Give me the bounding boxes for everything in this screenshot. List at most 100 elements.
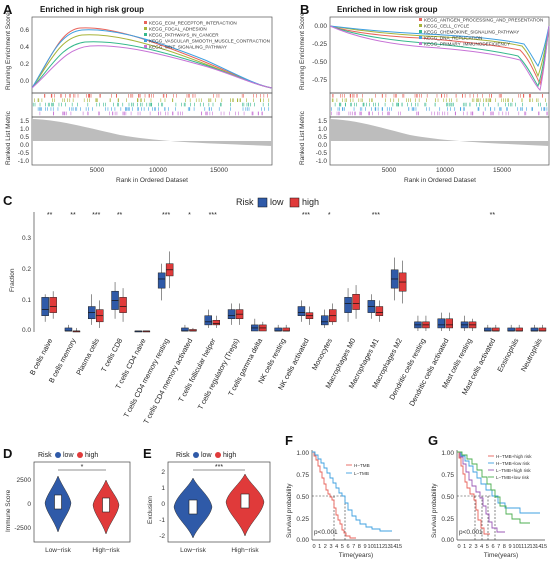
panel-g-curve-ltmb-high — [457, 451, 505, 533]
box — [321, 315, 329, 326]
panel-c-legend-title: Risk — [236, 197, 254, 207]
box — [530, 327, 539, 332]
panel-d: D Risk low high * 2500 0 -2500 Immune Sc… — [3, 446, 131, 554]
panel-g-legend-entry: H−TMB+high risk — [496, 454, 532, 459]
panel-g-curve-ltmb-low — [457, 451, 530, 524]
panel-e-legend-low: low — [201, 452, 212, 459]
panel-f: F 1.00 0.75 0.50 0.25 0.00 Survival prob… — [285, 433, 402, 559]
panel-a-ylabel-top: Running Enrichment Score — [5, 12, 12, 90]
panel-g-ytick: 0.75 — [441, 472, 454, 479]
km-xtick: 6 — [491, 544, 494, 550]
panel-f-xticks: 0 1 2 3 4 5 6 7 8 9 10 11 12 13 14 15 — [312, 544, 402, 550]
box — [352, 294, 360, 310]
box — [157, 272, 166, 289]
panel-f-ytick: 1.00 — [296, 450, 309, 457]
km-xtick: 0 — [457, 544, 460, 550]
legend-entry: KEGG_ANTIGEN_PROCESSING_AND_PRESENTATION — [424, 17, 543, 22]
legend-swatch — [419, 24, 422, 27]
category-label: Eosinophils — [495, 336, 520, 373]
panel-b-xtick: 15000 — [493, 167, 511, 174]
panel-e-ytick: 1 — [161, 485, 165, 492]
box — [515, 327, 523, 332]
panel-g-ytick: 0.00 — [441, 537, 454, 544]
panel-b-curve-chemokine — [329, 25, 550, 88]
km-xtick: 8 — [503, 544, 506, 550]
km-xtick: 1 — [318, 544, 321, 550]
panel-b-curve-immuno — [329, 25, 550, 91]
legend-entry: KEGG_FOCAL_ADHESION — [149, 26, 207, 31]
significance-mark: *** — [162, 212, 170, 219]
panel-c-legend-low: low — [270, 197, 284, 207]
panel-f-pvalue: p<0.001 — [314, 529, 338, 536]
significance-mark: ** — [117, 212, 123, 219]
panel-a-ylabel-bottom: Ranked List Metric — [5, 110, 12, 165]
significance-mark: *** — [372, 212, 380, 219]
panel-e-ytick: -1 — [159, 517, 165, 524]
km-xtick: 8 — [358, 544, 361, 550]
panel-label-b: B — [300, 2, 309, 17]
significance-mark: * — [328, 212, 331, 219]
panel-g-curve-htmb-low — [457, 451, 540, 514]
panel-f-legend-entry: H−TMB — [354, 463, 370, 468]
panel-d-xtick: Low−risk — [45, 547, 72, 554]
km-xtick: 11 — [373, 544, 379, 550]
legend-entry: KEGG_CELL_CYCLE — [424, 23, 469, 28]
legend-swatch — [144, 45, 147, 48]
panel-b-legend: KEGG_ANTIGEN_PROCESSING_AND_PRESENTATION… — [419, 17, 543, 46]
panel-c-boxplots: **B cells naive**B cells memory***Plasma… — [28, 212, 547, 425]
legend-entry: KEGG_CHEMOKINE_SIGNALING_PATHWAY — [424, 29, 519, 34]
km-xtick: 14 — [535, 544, 541, 550]
panel-b-xlabel: Rank in Ordered Dataset — [404, 177, 476, 184]
km-xtick: 1 — [463, 544, 466, 550]
significance-mark: *** — [209, 212, 217, 219]
panel-a-curve-vascular — [31, 29, 273, 89]
panel-label-d: D — [3, 446, 12, 461]
panel-d-ytick: 0 — [27, 501, 31, 508]
panel-e-ytick: 0 — [161, 501, 165, 508]
panel-a-metric-ytick: 1.5 — [20, 118, 29, 125]
panel-g-ytick: 1.00 — [441, 450, 454, 457]
panel-label-c: C — [3, 193, 13, 208]
panel-b-metric-ytick: 0.5 — [318, 134, 327, 141]
panel-b-title: Enriched in low risk group — [337, 5, 438, 14]
panel-b-xtick: 5000 — [382, 167, 397, 174]
panel-f-curve-ltmb — [312, 451, 392, 532]
panel-e-legend-title: Risk — [176, 452, 190, 459]
panel-f-xlabel: Time(years) — [339, 552, 373, 559]
box — [484, 327, 492, 332]
box — [41, 297, 49, 316]
panel-c: C Risk low high 0.0 0.1 0.2 0.3 Fraction… — [3, 193, 547, 425]
km-xtick: 7 — [352, 544, 355, 550]
significance-mark: ** — [70, 212, 76, 219]
legend-dot-high — [77, 452, 83, 458]
panel-label-a: A — [3, 2, 13, 17]
legend-swatch — [419, 30, 422, 33]
km-xtick: 12 — [379, 544, 385, 550]
panel-g-pvalue: p<0.001 — [459, 529, 483, 536]
panel-d-xtick: High−risk — [92, 547, 120, 554]
panel-a-ranked-metric — [32, 119, 272, 146]
panel-a: A Enriched in high risk group 0.6 0.4 0.… — [3, 2, 273, 184]
km-xtick: 7 — [497, 544, 500, 550]
box — [507, 327, 515, 332]
km-xtick: 4 — [335, 544, 338, 550]
panel-g-legend-entry: H−TMB+low risk — [496, 461, 530, 466]
panel-g-ytick: 0.50 — [441, 494, 454, 501]
km-xtick: 3 — [474, 544, 477, 550]
legend-swatch — [144, 21, 147, 24]
legend-swatch-high — [289, 197, 300, 208]
panel-a-ytick: 0.4 — [20, 44, 29, 51]
panel-f-ytick: 0.00 — [296, 537, 309, 544]
legend-entry: KEGG_ECM_RECEPTOR_INTERACTION — [149, 20, 237, 25]
km-xtick: 2 — [324, 544, 327, 550]
panel-label-f: F — [285, 433, 293, 448]
legend-entry: KEGG_PRIMARY_IMMUNODEFICIENCY — [424, 41, 510, 46]
legend-dot-low — [193, 452, 199, 458]
category-label: T cells regulatory (Tregs) — [196, 337, 241, 411]
box — [274, 327, 282, 332]
km-xtick: 10 — [513, 544, 519, 550]
panel-f-ylabel: Survival probability — [286, 483, 293, 538]
box — [119, 297, 127, 313]
panel-e-sig: *** — [215, 464, 223, 471]
